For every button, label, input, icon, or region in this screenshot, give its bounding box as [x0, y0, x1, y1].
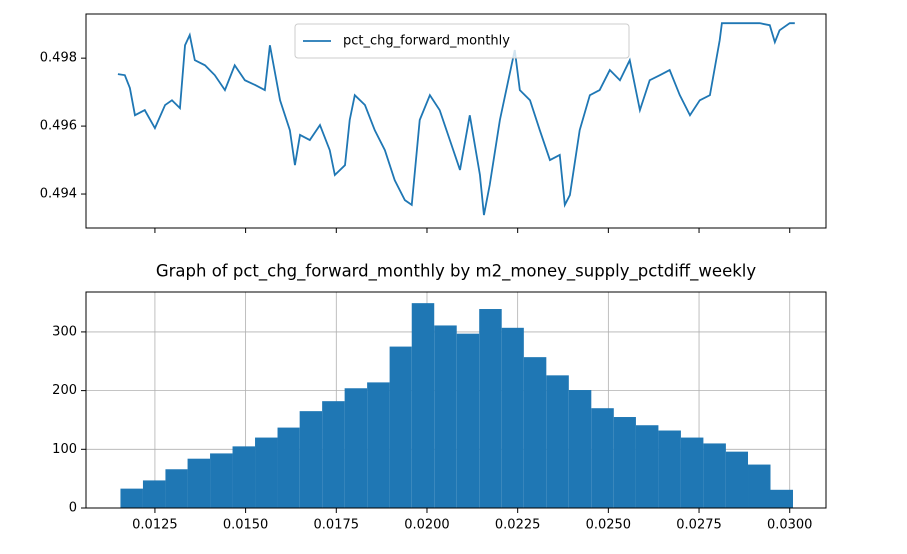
bar — [748, 464, 771, 508]
x-tick-label: 0.0225 — [495, 518, 541, 533]
x-tick-label: 0.0300 — [767, 518, 813, 533]
bar — [299, 411, 323, 508]
bar — [367, 382, 390, 508]
y-tick-label: 300 — [52, 324, 77, 339]
bar — [725, 451, 749, 508]
bar — [344, 388, 368, 508]
bar — [546, 375, 569, 508]
y-tick-label: 0.496 — [40, 119, 77, 134]
axes-frame — [85, 13, 827, 229]
bar — [120, 488, 143, 508]
bar — [411, 303, 435, 508]
bar — [703, 443, 726, 508]
bar — [389, 346, 412, 508]
line — [117, 22, 795, 216]
x-tick-label: 0.0175 — [314, 518, 360, 533]
y-tick-label: 100 — [52, 442, 77, 457]
bar — [613, 417, 636, 508]
bar — [635, 425, 659, 508]
legend: pct_chg_forward_monthly — [294, 23, 630, 59]
bar — [523, 357, 547, 508]
bar — [568, 390, 592, 508]
bar — [479, 309, 502, 508]
bar — [456, 333, 480, 508]
y-tick-label: 0 — [69, 501, 77, 516]
bar — [187, 458, 211, 508]
bar — [501, 327, 524, 508]
bar — [255, 437, 278, 508]
bar — [658, 430, 681, 508]
bar — [165, 469, 188, 508]
bar — [434, 325, 457, 508]
x-tick-label: 0.0125 — [132, 518, 178, 533]
bar — [680, 437, 704, 508]
bar — [142, 480, 166, 508]
bar — [232, 446, 256, 508]
legend-frame — [294, 23, 630, 59]
bar — [322, 401, 345, 508]
bar — [277, 427, 300, 508]
y-tick-label: 200 — [52, 383, 77, 398]
bar — [210, 453, 233, 508]
bar — [591, 408, 614, 508]
axes-frame — [85, 291, 827, 509]
y-tick-label: 0.498 — [40, 51, 77, 66]
bar — [770, 489, 793, 508]
x-tick-label: 0.0250 — [586, 518, 632, 533]
y-tick-label: 0.494 — [40, 187, 77, 202]
chart-title: Graph of pct_chg_forward_monthly by m2_m… — [156, 262, 757, 282]
x-tick-label: 0.0150 — [223, 518, 269, 533]
x-tick-label: 0.0275 — [676, 518, 722, 533]
x-tick-label: 0.0200 — [404, 518, 450, 533]
legend-label: pct_chg_forward_monthly — [343, 34, 510, 49]
